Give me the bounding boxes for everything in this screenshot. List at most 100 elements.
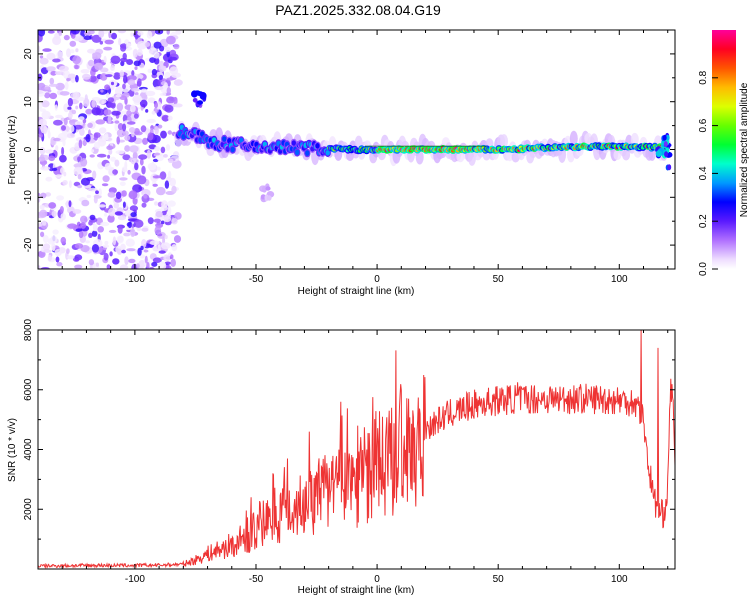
spectrogram-x-tick-label: 100 [611,274,628,285]
noise-blob [125,238,135,247]
noise-blob [74,243,84,249]
noise-blob [75,105,79,110]
noise-blob [77,121,81,125]
noise-blob [80,158,88,167]
noise-blob [69,40,77,47]
noise-blob [140,245,144,251]
noise-blob [146,30,153,39]
noise-blob [129,145,139,153]
noise-blob [45,176,53,182]
noise-blob [59,154,67,163]
noise-blob [60,236,67,245]
noise-blob [76,137,84,142]
noise-blob [97,226,104,233]
snr-panel: -100 -50 0 50 100 2000 4000 6000 8000 Height of… [7,318,676,596]
noise-blob [80,69,90,74]
noise-blob [100,89,104,93]
noise-blob [82,73,91,80]
noise-blob [87,122,93,128]
ridge-core [230,146,235,153]
noise-blob [78,139,83,149]
noise-blob [83,97,90,107]
noise-blob [91,244,100,253]
noise-blob [159,92,167,97]
branch-lower [265,186,271,191]
noise-blob [140,125,147,133]
signal-end-smear [665,134,670,141]
noise-blob [144,255,148,264]
noise-blob [92,223,98,232]
spectrogram-y-tick-label: 0 [23,146,34,152]
noise-blob [63,117,68,126]
noise-blob [98,188,102,196]
noise-blob [38,90,46,97]
noise-blob [68,111,73,119]
noise-blob [144,95,148,100]
noise-blob [137,40,147,50]
noise-blob [124,256,129,265]
noise-blob [156,186,166,196]
noise-blob [103,252,109,261]
noise-blob [110,64,115,71]
noise-blob [139,99,148,108]
ridge-halo [569,130,578,147]
noise-blob [166,77,175,81]
noise-blob [114,120,120,124]
noise-blob [126,248,136,252]
noise-blob [137,31,144,36]
noise-blob [105,92,110,99]
noise-blob [152,183,158,187]
noise-blob [114,86,123,95]
noise-blob [119,181,126,187]
snr-x-tick-label: 100 [611,574,628,585]
noise-blob [115,191,122,200]
noise-blob [173,43,180,50]
noise-blob [70,92,78,99]
noise-blob [165,46,171,53]
noise-blob [173,103,183,108]
noise-blob [44,149,54,154]
noise-blob [165,144,171,151]
noise-blob [154,102,158,109]
noise-blob [67,73,76,79]
noise-blob [147,162,157,171]
noise-blob [91,230,98,237]
noise-blob [112,258,120,265]
noise-blob [151,261,158,267]
noise-blob [91,99,96,108]
noise-blob [40,125,48,134]
figure-title: PAZ1.2025.332.08.04.G19 [275,2,441,18]
noise-blob [119,70,125,77]
noise-blob [153,41,162,49]
noise-blob [46,127,51,133]
noise-blob [117,123,124,130]
noise-blob [160,220,165,225]
noise-blob [111,110,121,116]
noise-blob [74,65,79,69]
noise-blob [90,149,95,153]
noise-blob [92,52,97,57]
noise-blob [70,49,75,54]
spectrogram-x-tick-label: -50 [249,274,264,285]
noise-blob [77,156,81,162]
noise-blob [139,158,144,166]
noise-blob [40,231,45,237]
noise-blob [148,266,155,269]
branch-lower [266,195,272,201]
noise-blob [103,46,113,51]
noise-blob [93,141,101,149]
snr-x-tick-label: 0 [374,574,380,585]
noise-blob [108,148,113,155]
noise-blob [155,211,163,218]
noise-blob [115,150,125,155]
noise-blob [116,102,124,112]
colorbar-tick-label: 0.0 [698,262,709,276]
signal-end [655,150,662,158]
noise-blob [63,171,67,177]
ridge-core [291,140,296,146]
noise-blob [137,247,142,256]
noise-blob [146,149,151,159]
colorbar-tick-label: 0.6 [698,118,709,132]
noise-blob [104,39,114,45]
